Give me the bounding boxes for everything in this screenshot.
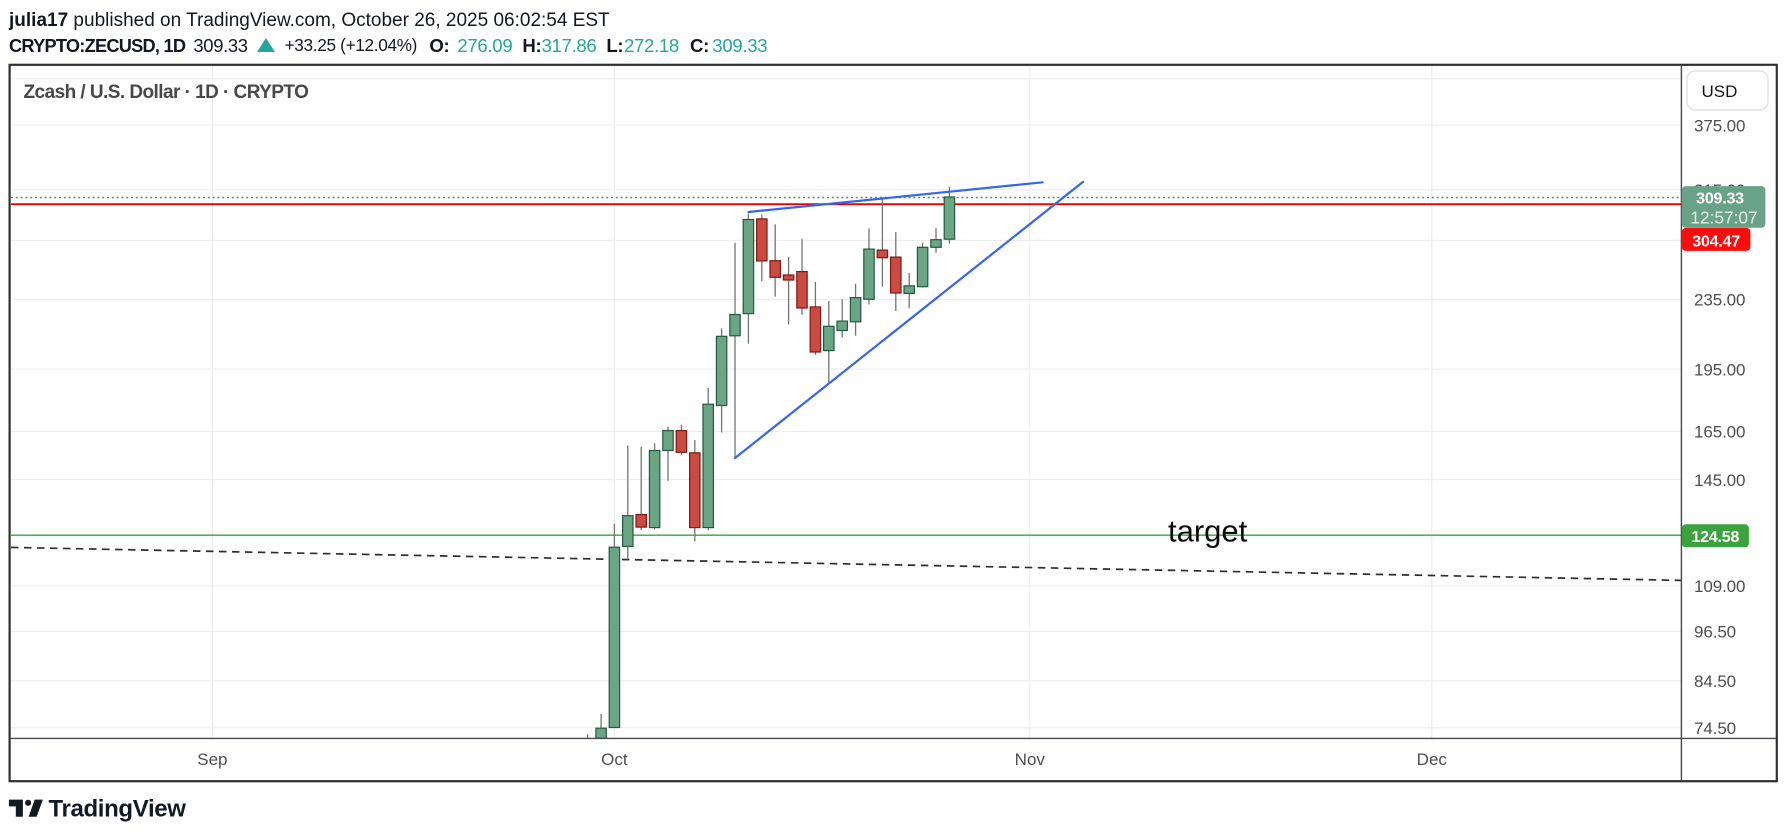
svg-text:Sep: Sep bbox=[197, 750, 227, 769]
svg-text:109.00: 109.00 bbox=[1694, 577, 1745, 596]
svg-text:Zcash / U.S. Dollar · 1D · CRY: Zcash / U.S. Dollar · 1D · CRYPTO bbox=[24, 82, 309, 103]
svg-text:165.00: 165.00 bbox=[1694, 423, 1745, 442]
svg-text:12:57:07: 12:57:07 bbox=[1690, 207, 1757, 227]
svg-text:309.33: 309.33 bbox=[1696, 190, 1744, 207]
svg-text:USD: USD bbox=[1702, 82, 1738, 101]
svg-text:Oct: Oct bbox=[601, 750, 628, 769]
svg-text:Nov: Nov bbox=[1015, 750, 1046, 769]
svg-text:145.00: 145.00 bbox=[1694, 471, 1745, 490]
svg-text:74.50: 74.50 bbox=[1694, 719, 1736, 738]
svg-text:Dec: Dec bbox=[1417, 750, 1448, 769]
svg-text:375.00: 375.00 bbox=[1694, 116, 1745, 135]
svg-text:TradingView: TradingView bbox=[49, 796, 187, 823]
svg-text:195.00: 195.00 bbox=[1694, 360, 1745, 379]
svg-text:target: target bbox=[1168, 513, 1248, 548]
svg-text:96.50: 96.50 bbox=[1694, 623, 1736, 642]
svg-text:304.47: 304.47 bbox=[1692, 233, 1740, 250]
svg-text:84.50: 84.50 bbox=[1694, 672, 1736, 691]
svg-text:235.00: 235.00 bbox=[1694, 291, 1745, 310]
svg-text:124.58: 124.58 bbox=[1691, 529, 1739, 546]
